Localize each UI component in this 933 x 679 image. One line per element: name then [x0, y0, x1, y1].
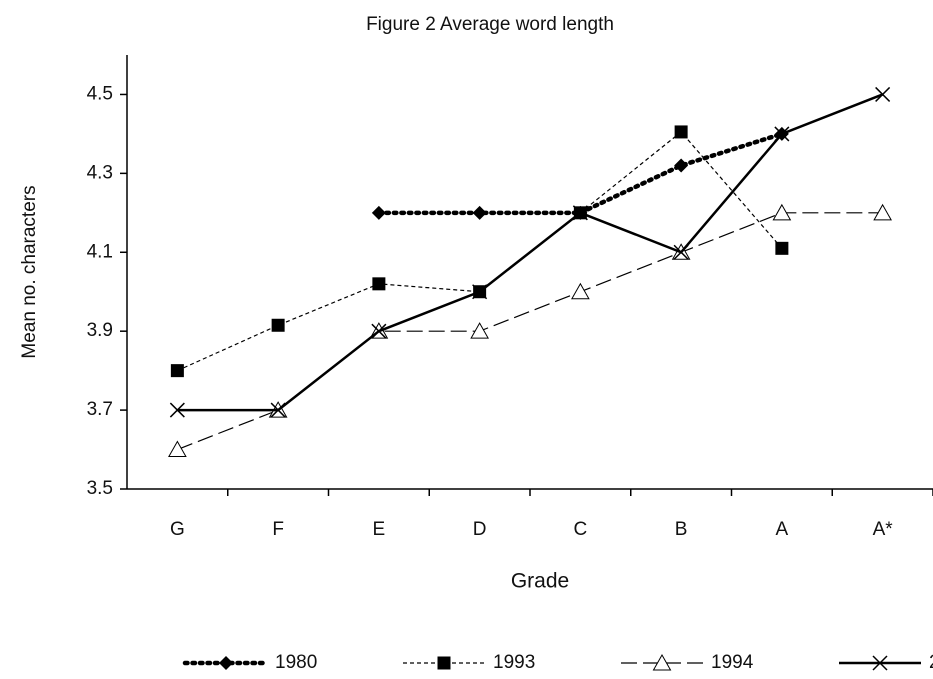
- x-tick-label: G: [170, 519, 185, 540]
- legend-marker: [437, 656, 451, 670]
- x-tick-label: C: [574, 519, 588, 540]
- data-point: [371, 205, 386, 220]
- series-line: [177, 93, 884, 412]
- legend-marker: [652, 653, 672, 671]
- y-axis-label: Mean no. characters: [19, 185, 40, 358]
- data-point: [774, 126, 790, 142]
- data-point: [875, 86, 891, 102]
- data-point: [673, 244, 689, 260]
- series-line: [376, 131, 785, 216]
- y-tick-label: 4.1: [87, 241, 113, 262]
- x-axis-label: Grade: [511, 570, 569, 593]
- legend-marker: [219, 656, 233, 670]
- x-tick-label: A: [776, 519, 789, 540]
- x-tick-label: B: [675, 519, 688, 540]
- data-point: [168, 440, 187, 458]
- x-tick-label: E: [373, 519, 386, 540]
- data-point: [572, 205, 588, 221]
- data-point: [371, 323, 387, 339]
- data-point: [270, 402, 286, 418]
- data-point: [873, 203, 892, 221]
- data-point: [472, 205, 487, 220]
- y-tick-label: 4.3: [87, 162, 113, 183]
- data-point: [170, 364, 184, 378]
- legend-label: 2004: [929, 652, 933, 673]
- legend-label: 1993: [493, 652, 535, 673]
- legend-marker: [872, 655, 888, 671]
- data-point: [169, 402, 185, 418]
- data-point: [470, 322, 489, 339]
- data-point: [472, 284, 488, 300]
- y-tick-label: 3.9: [87, 320, 113, 341]
- data-point: [674, 158, 689, 173]
- y-tick-label: 4.5: [87, 83, 113, 104]
- data-point: [772, 203, 792, 221]
- legend-label: 1980: [275, 652, 317, 673]
- x-tick-label: A*: [873, 519, 894, 540]
- x-tick-label: F: [272, 519, 284, 540]
- data-point: [571, 282, 590, 300]
- data-point: [674, 125, 688, 139]
- chart-title: Figure 2 Average word length: [366, 14, 614, 35]
- data-point: [775, 241, 789, 255]
- y-tick-label: 3.7: [87, 399, 113, 420]
- x-tick-label: D: [473, 519, 487, 540]
- data-point: [271, 318, 285, 332]
- series-line: [177, 212, 883, 451]
- y-tick-label: 3.5: [87, 478, 113, 499]
- legend-label: 1994: [711, 652, 754, 673]
- data-point: [372, 277, 386, 291]
